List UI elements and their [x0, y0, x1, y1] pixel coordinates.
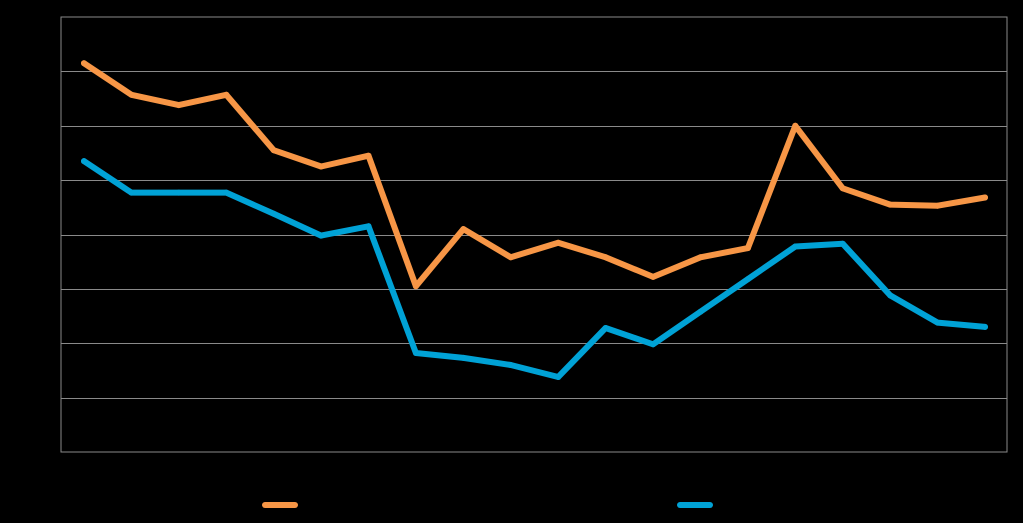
data-point-orange-18	[887, 201, 894, 208]
data-point-orange-2	[128, 91, 135, 98]
data-point-orange-7	[365, 152, 372, 159]
data-point-orange-13	[650, 273, 657, 280]
data-point-orange-11	[555, 239, 562, 246]
data-point-blue-19	[934, 319, 941, 326]
data-point-blue-1	[81, 158, 87, 165]
data-point-blue-15	[744, 276, 751, 283]
data-point-blue-5	[270, 210, 277, 217]
data-point-blue-20	[982, 323, 988, 330]
data-point-orange-19	[934, 202, 941, 209]
data-point-orange-15	[744, 245, 751, 252]
data-point-blue-11	[555, 374, 562, 380]
data-point-blue-4	[223, 189, 230, 196]
data-point-blue-14	[697, 308, 704, 315]
data-point-orange-8	[412, 283, 419, 290]
data-point-blue-7	[365, 223, 372, 230]
gridlines	[61, 71, 1007, 399]
data-point-blue-18	[887, 292, 894, 299]
data-point-orange-4	[223, 91, 230, 98]
data-point-orange-1	[81, 60, 87, 67]
series-line-orange	[81, 60, 988, 290]
data-point-blue-2	[128, 189, 135, 196]
data-point-blue-3	[175, 189, 182, 196]
data-point-orange-5	[270, 147, 277, 154]
data-point-orange-3	[175, 102, 182, 109]
data-point-orange-10	[507, 254, 514, 261]
data-point-orange-17	[839, 185, 846, 192]
plot-area-border	[60, 16, 1008, 453]
data-point-blue-13	[650, 341, 657, 348]
data-point-blue-9	[460, 354, 467, 361]
data-point-orange-9	[460, 226, 467, 233]
data-point-orange-12	[602, 254, 609, 261]
data-point-orange-16	[792, 122, 799, 129]
data-point-blue-16	[792, 243, 799, 250]
series-line-blue	[81, 158, 988, 380]
data-point-blue-17	[839, 240, 846, 247]
data-point-blue-6	[318, 232, 325, 239]
data-point-orange-20	[982, 194, 988, 201]
data-point-orange-6	[318, 163, 325, 170]
data-point-blue-8	[412, 350, 419, 356]
data-point-orange-14	[697, 254, 704, 261]
data-point-blue-10	[507, 362, 514, 368]
series-lines	[81, 60, 988, 380]
data-point-blue-12	[602, 325, 609, 331]
